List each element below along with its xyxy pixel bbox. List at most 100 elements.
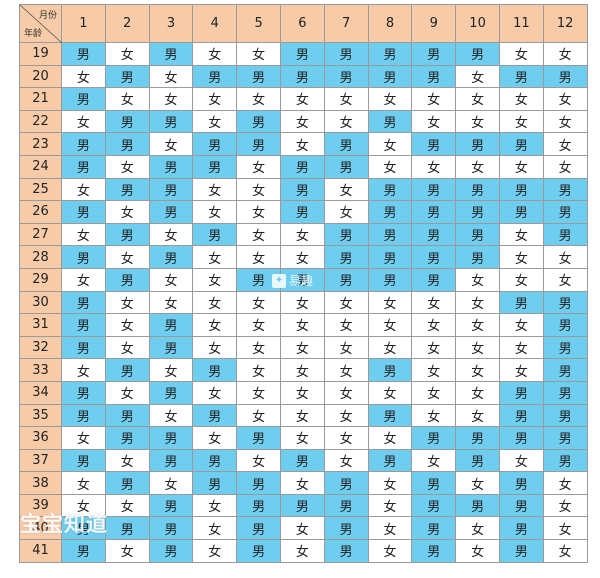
gender-cell-girl: 女 xyxy=(192,539,238,563)
gender-cell-girl: 女 xyxy=(323,426,369,450)
gender-cell-boy: 男 xyxy=(323,471,369,495)
gender-cell-boy: 男 xyxy=(104,426,150,450)
gender-cell-boy: 男 xyxy=(104,267,150,292)
gender-cell-girl: 女 xyxy=(236,448,281,473)
month-header: 7 xyxy=(323,4,369,43)
gender-cell-girl: 女 xyxy=(104,290,150,315)
gender-cell-girl: 女 xyxy=(104,448,150,473)
gender-cell-girl: 女 xyxy=(279,335,325,360)
gender-cell-girl: 女 xyxy=(148,64,194,89)
gender-cell-boy: 男 xyxy=(498,426,544,450)
table-row: 30 男女女女女女女女女女男男 xyxy=(19,290,588,315)
gender-cell-boy: 男 xyxy=(236,64,281,89)
gender-cell-boy: 男 xyxy=(104,222,150,247)
gender-cell-girl: 女 xyxy=(104,200,150,224)
gender-cell-girl: 女 xyxy=(61,222,106,247)
age-cell: 22 xyxy=(19,109,62,134)
age-cell: 37 xyxy=(19,448,62,473)
gender-cell-girl: 女 xyxy=(323,358,369,382)
gender-cell-boy: 男 xyxy=(236,493,281,518)
gender-cell-girl: 女 xyxy=(367,471,413,495)
table-row: 35 男男女男女女女男女女男男 xyxy=(19,403,588,428)
gender-cell-boy: 男 xyxy=(542,403,588,428)
table-row: 34 男女男女女女女女女女男男 xyxy=(19,380,588,405)
gender-cell-boy: 男 xyxy=(61,245,106,269)
gender-cell-girl: 女 xyxy=(279,245,325,269)
gender-cell-boy: 男 xyxy=(236,109,281,134)
age-cell: 35 xyxy=(19,403,62,428)
gender-cell-boy: 男 xyxy=(148,539,194,563)
gender-cell-girl: 女 xyxy=(323,109,369,134)
gender-cell-girl: 女 xyxy=(542,132,588,156)
gender-cell-boy: 男 xyxy=(279,177,325,202)
gender-cell-boy: 男 xyxy=(279,154,325,179)
gender-cell-girl: 女 xyxy=(455,358,500,382)
gender-cell-girl: 女 xyxy=(236,245,281,269)
gender-cell-girl: 女 xyxy=(498,245,544,269)
gender-cell-boy: 男 xyxy=(498,132,544,156)
gender-cell-girl: 女 xyxy=(323,335,369,360)
gender-cell-girl: 女 xyxy=(323,313,369,337)
gender-cell-girl: 女 xyxy=(61,358,106,382)
gender-cell-boy: 男 xyxy=(542,426,588,450)
gender-cell-girl: 女 xyxy=(279,426,325,450)
gender-cell-girl: 女 xyxy=(498,222,544,247)
gender-cell-girl: 女 xyxy=(192,313,238,337)
gender-cell-girl: 女 xyxy=(542,154,588,179)
gender-cell-girl: 女 xyxy=(104,154,150,179)
gender-cell-girl: 女 xyxy=(455,471,500,495)
gender-cell-girl: 女 xyxy=(148,222,194,247)
gender-cell-boy: 男 xyxy=(455,448,500,473)
gender-cell-boy: 男 xyxy=(148,154,194,179)
gender-cell-boy: 男 xyxy=(61,380,106,405)
gender-cell-boy: 男 xyxy=(411,516,457,541)
gender-cell-boy: 男 xyxy=(192,222,238,247)
gender-cell-girl: 女 xyxy=(236,87,281,111)
table-row: 39 女女男女男男男女男男男女 xyxy=(19,493,588,518)
gender-cell-girl: 女 xyxy=(542,539,588,563)
gender-cell-girl: 女 xyxy=(279,290,325,315)
gender-cell-boy: 男 xyxy=(323,64,369,89)
age-cell: 40 xyxy=(19,516,62,541)
age-cell: 33 xyxy=(19,358,62,382)
gender-cell-girl: 女 xyxy=(279,222,325,247)
gender-cell-girl: 女 xyxy=(411,290,457,315)
gender-cell-boy: 男 xyxy=(411,42,457,66)
gender-cell-boy: 男 xyxy=(104,177,150,202)
gender-cell-girl: 女 xyxy=(367,380,413,405)
gender-cell-girl: 女 xyxy=(323,177,369,202)
gender-cell-girl: 女 xyxy=(192,42,238,66)
gender-cell-girl: 女 xyxy=(148,290,194,315)
gender-cell-boy: 男 xyxy=(148,177,194,202)
gender-cell-girl: 女 xyxy=(411,448,457,473)
age-cell: 24 xyxy=(19,154,62,179)
gender-cell-boy: 男 xyxy=(411,64,457,89)
gender-cell-boy: 男 xyxy=(455,245,500,269)
gender-cell-boy: 男 xyxy=(498,516,544,541)
gender-cell-boy: 男 xyxy=(323,154,369,179)
gender-cell-girl: 女 xyxy=(411,313,457,337)
gender-cell-boy: 男 xyxy=(192,358,238,382)
gender-cell-girl: 女 xyxy=(61,426,106,450)
table-row: 37 男女男男女男女男女男女男 xyxy=(19,448,588,473)
gender-cell-girl: 女 xyxy=(192,516,238,541)
gender-cell-boy: 男 xyxy=(104,109,150,134)
gender-cell-boy: 男 xyxy=(104,358,150,382)
gender-cell-boy: 男 xyxy=(104,64,150,89)
gender-cell-boy: 男 xyxy=(148,380,194,405)
gender-cell-boy: 男 xyxy=(323,267,369,292)
gender-cell-boy: 男 xyxy=(192,403,238,428)
gender-cell-boy: 男 xyxy=(61,290,106,315)
gender-cell-boy: 男 xyxy=(236,426,281,450)
gender-cell-girl: 女 xyxy=(236,42,281,66)
gender-cell-girl: 女 xyxy=(279,132,325,156)
gender-cell-girl: 女 xyxy=(542,42,588,66)
gender-cell-girl: 女 xyxy=(411,335,457,360)
gender-cell-girl: 女 xyxy=(104,42,150,66)
gender-cell-boy: 男 xyxy=(411,267,457,292)
gender-cell-boy: 男 xyxy=(61,448,106,473)
table-row: 19 男女男女女男男男男男女女 xyxy=(19,42,588,66)
gender-cell-girl: 女 xyxy=(367,132,413,156)
gender-cell-girl: 女 xyxy=(455,87,500,111)
gender-cell-girl: 女 xyxy=(192,290,238,315)
